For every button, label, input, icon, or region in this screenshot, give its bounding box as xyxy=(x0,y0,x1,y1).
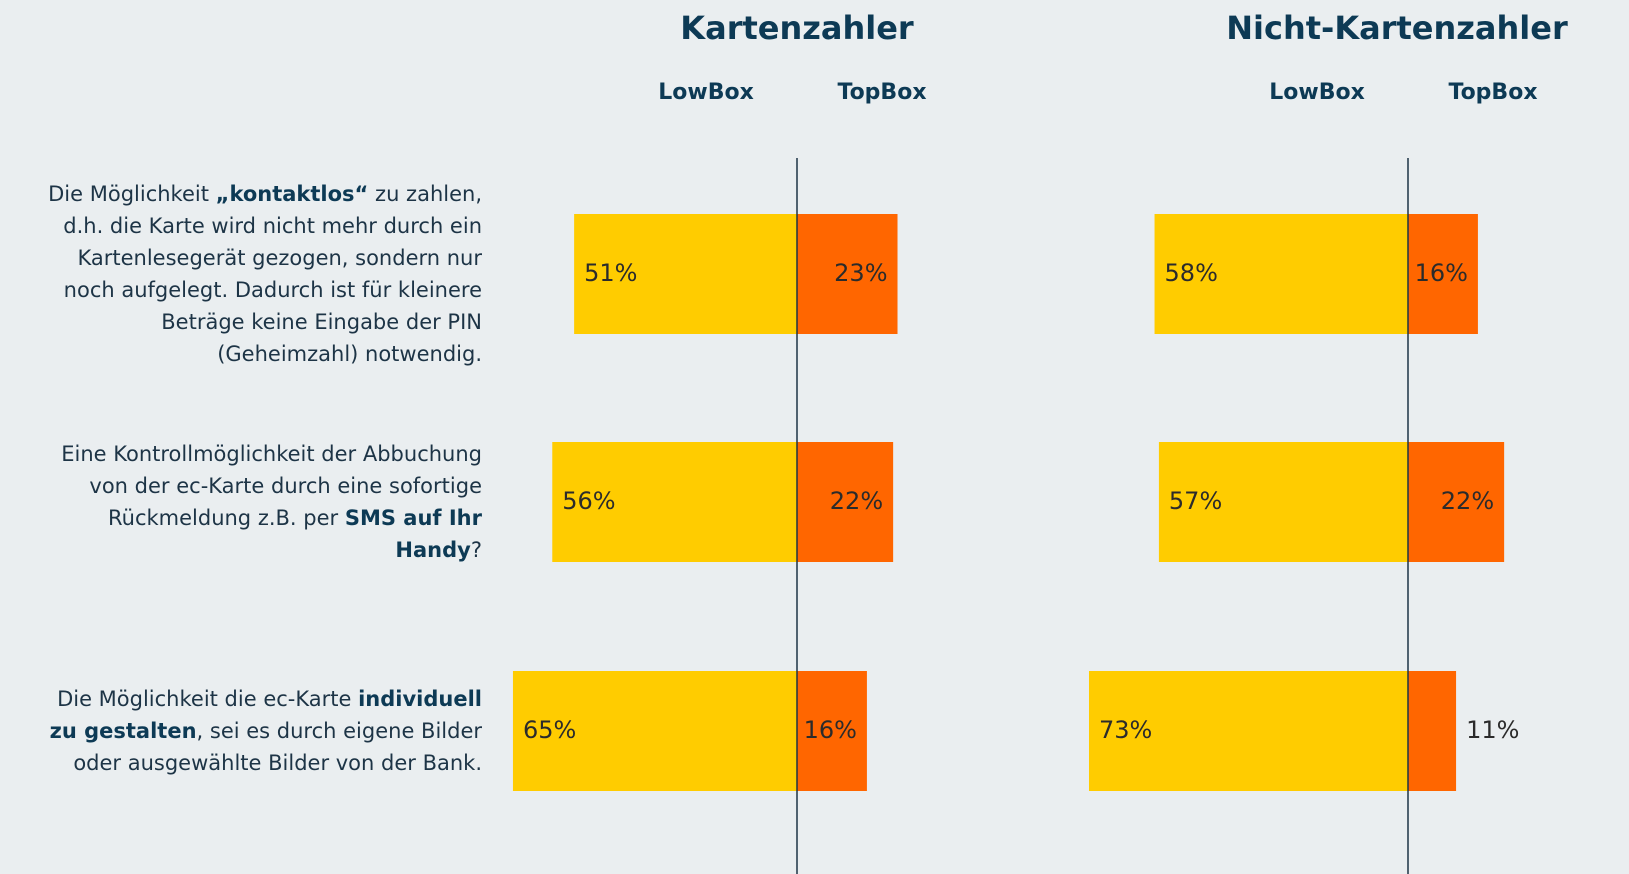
value-label: 11% xyxy=(1466,716,1519,744)
bar xyxy=(1154,214,1408,334)
question-run: ? xyxy=(470,538,482,562)
question-run: Die Möglichkeit die ec-Karte xyxy=(57,687,359,711)
bar xyxy=(512,671,797,791)
bar xyxy=(1158,442,1408,562)
chart-title: Nicht-Kartenzahler xyxy=(1226,9,1568,47)
question-text: Die Möglichkeit „kontaktlos“ zu zahlen, … xyxy=(42,178,482,370)
question: Eine Kontrollmöglichkeit der Abbuchung v… xyxy=(0,402,482,602)
question-run: Die Möglichkeit xyxy=(48,182,216,206)
value-label: 22% xyxy=(1441,487,1494,515)
bar xyxy=(552,442,797,562)
question-run: Eine Kontrollmöglichkeit der Abbuchung v… xyxy=(61,442,482,530)
value-label: 51% xyxy=(584,259,637,287)
series-header: LowBox xyxy=(1269,80,1365,105)
value-label: 23% xyxy=(834,259,887,287)
question-bold: individuell zu gestalten xyxy=(49,687,482,743)
value-label: 56% xyxy=(562,487,615,515)
value-label: 16% xyxy=(804,716,857,744)
question-run: zu zahlen, d.h. die Karte wird nicht meh… xyxy=(63,182,482,366)
series-header: LowBox xyxy=(658,80,754,105)
bar xyxy=(797,442,894,562)
question: Die Möglichkeit „kontaktlos“ zu zahlen, … xyxy=(0,174,482,374)
value-label: 73% xyxy=(1099,716,1152,744)
chart-title: Kartenzahler xyxy=(680,9,914,47)
question: Die Möglichkeit die ec-Karte individuell… xyxy=(0,631,482,831)
series-header: TopBox xyxy=(1448,80,1537,105)
bar xyxy=(1408,671,1457,791)
value-label: 16% xyxy=(1415,259,1468,287)
bar xyxy=(1088,671,1408,791)
question-run: , sei es durch eigene Bilder oder ausgew… xyxy=(73,719,482,775)
question-bold: „kontaktlos“ xyxy=(215,182,369,206)
bar xyxy=(1408,214,1478,334)
question-bold: SMS auf Ihr Handy xyxy=(344,506,482,562)
series-header: TopBox xyxy=(837,80,926,105)
bar xyxy=(797,671,867,791)
bar xyxy=(1408,442,1505,562)
value-label: 57% xyxy=(1169,487,1222,515)
question-text: Eine Kontrollmöglichkeit der Abbuchung v… xyxy=(42,438,482,566)
value-label: 22% xyxy=(830,487,883,515)
value-label: 58% xyxy=(1165,259,1218,287)
value-label: 65% xyxy=(523,716,576,744)
bar xyxy=(574,214,797,334)
bar xyxy=(797,214,898,334)
question-text: Die Möglichkeit die ec-Karte individuell… xyxy=(42,683,482,779)
